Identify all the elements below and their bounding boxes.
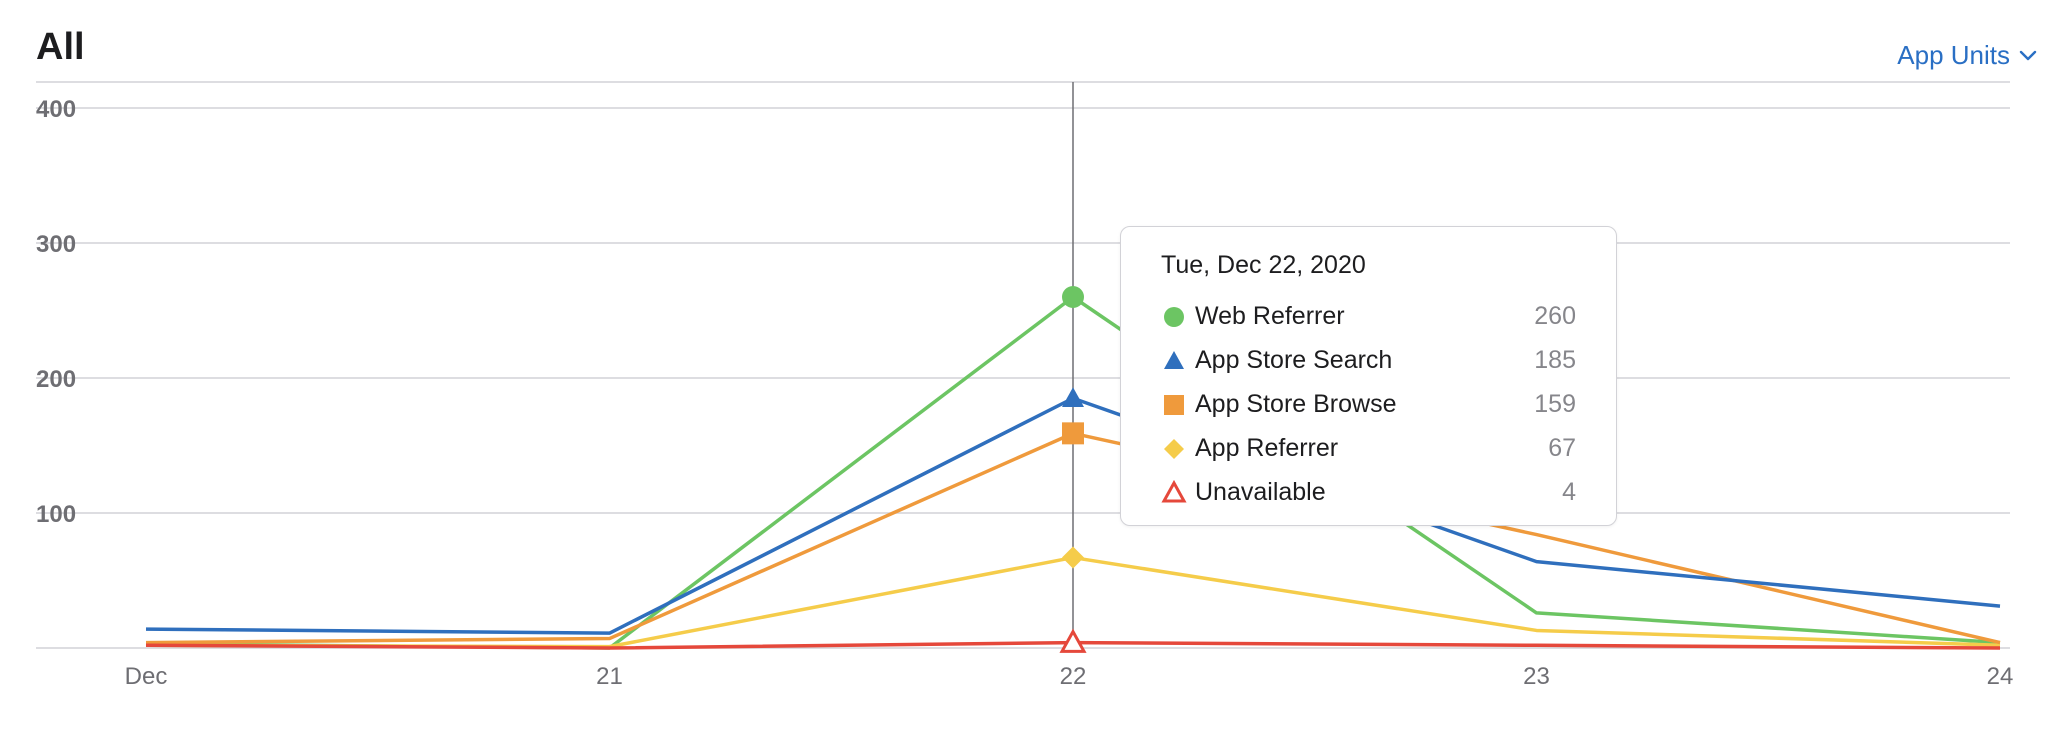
tooltip-series-name: App Store Search bbox=[1195, 345, 1393, 374]
triangle-open-shape bbox=[1161, 479, 1187, 503]
tooltip-series-name: App Referrer bbox=[1195, 433, 1339, 462]
page-title: All bbox=[36, 26, 85, 68]
x-tick-label: 24 bbox=[1987, 663, 2014, 690]
triangle-shape bbox=[1164, 351, 1184, 369]
tooltip-date: Tue, Dec 22, 2020 bbox=[1161, 251, 1366, 279]
hover-point-app-referrer bbox=[1062, 546, 1084, 569]
x-tick-label: Dec bbox=[125, 663, 168, 690]
diamond-shape bbox=[1164, 439, 1184, 459]
hover-point-app-store-browse bbox=[1062, 422, 1084, 445]
circle-marker-icon bbox=[1164, 307, 1184, 327]
circle-shape bbox=[1164, 307, 1184, 327]
tooltip-series-name: Web Referrer bbox=[1195, 301, 1345, 330]
hover-point-web-referrer bbox=[1062, 286, 1084, 308]
y-tick-label: 100 bbox=[36, 501, 76, 528]
triangle-marker-icon bbox=[1164, 351, 1184, 369]
metric-selector[interactable]: App Units bbox=[1897, 40, 2038, 71]
square-shape bbox=[1164, 395, 1184, 415]
hover-point-unavailable bbox=[1059, 628, 1087, 653]
open-triangle-marker-icon bbox=[1161, 479, 1187, 503]
hover-point-app-store-search bbox=[1062, 387, 1084, 408]
tooltip-series-value: 185 bbox=[1534, 345, 1576, 374]
tooltip-row-web-referrer: Web Referrer 260 bbox=[1161, 294, 1576, 338]
tooltip-series-name: Unavailable bbox=[1195, 477, 1326, 506]
x-tick-label: 22 bbox=[1060, 663, 1087, 690]
chevron-down-icon bbox=[2019, 50, 2037, 60]
tooltip-series-value: 4 bbox=[1562, 477, 1576, 506]
tooltip-row-app-referrer: App Referrer 67 bbox=[1161, 426, 1576, 470]
tooltip-series-value: 159 bbox=[1534, 389, 1576, 418]
square-marker-icon bbox=[1164, 395, 1184, 415]
y-tick-label: 400 bbox=[36, 96, 76, 123]
tooltip-series-value: 67 bbox=[1548, 433, 1576, 462]
x-tick-label: 21 bbox=[596, 663, 623, 690]
diamond-marker-icon bbox=[1164, 439, 1184, 459]
y-tick-label: 200 bbox=[36, 366, 76, 393]
tooltip-row-app-store-browse: App Store Browse 159 bbox=[1161, 382, 1576, 426]
tooltip-series-name: App Store Browse bbox=[1195, 389, 1397, 418]
tooltip-row-app-store-search: App Store Search 185 bbox=[1161, 338, 1576, 382]
tooltip-series-value: 260 bbox=[1534, 301, 1576, 330]
metric-selector-label: App Units bbox=[1897, 40, 2010, 70]
tooltip-row-unavailable: Unavailable 4 bbox=[1161, 470, 1576, 514]
y-tick-label: 300 bbox=[36, 231, 76, 258]
x-tick-label: 23 bbox=[1523, 663, 1550, 690]
hover-tooltip: Tue, Dec 22, 2020 Web Referrer 260 App S… bbox=[1120, 226, 1617, 526]
